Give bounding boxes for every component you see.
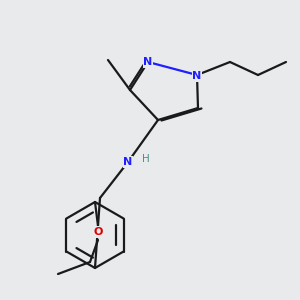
Text: N: N	[143, 57, 153, 67]
Text: O: O	[93, 227, 103, 237]
Text: N: N	[192, 71, 202, 81]
Text: H: H	[142, 154, 150, 164]
Text: N: N	[123, 157, 133, 167]
